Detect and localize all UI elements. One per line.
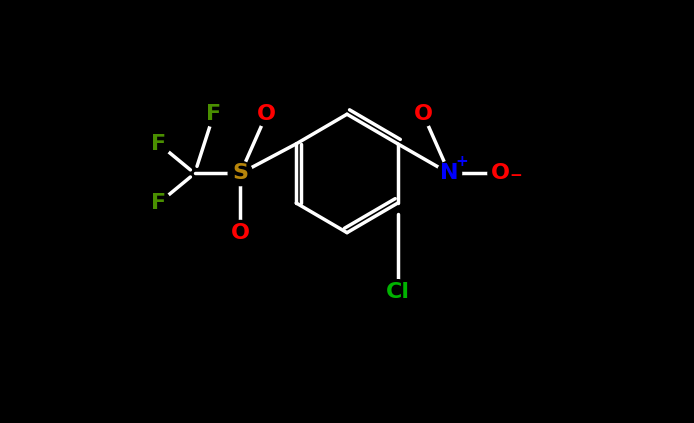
Text: +: + (456, 154, 468, 169)
Circle shape (386, 280, 410, 304)
Circle shape (437, 161, 462, 186)
Circle shape (201, 102, 226, 126)
Circle shape (146, 132, 171, 156)
Text: O: O (231, 222, 250, 243)
Text: F: F (206, 104, 221, 124)
Text: F: F (151, 134, 167, 154)
Circle shape (488, 161, 512, 186)
Text: Cl: Cl (386, 282, 409, 302)
Circle shape (146, 191, 171, 215)
Text: O: O (491, 163, 509, 184)
Circle shape (411, 102, 435, 126)
Text: O: O (257, 104, 276, 124)
Text: N: N (440, 163, 459, 184)
Circle shape (255, 102, 279, 126)
Circle shape (228, 161, 253, 186)
Text: F: F (151, 193, 167, 213)
Text: O: O (414, 104, 432, 124)
Circle shape (228, 220, 253, 245)
Text: S: S (232, 163, 248, 184)
Text: −: − (510, 168, 523, 183)
